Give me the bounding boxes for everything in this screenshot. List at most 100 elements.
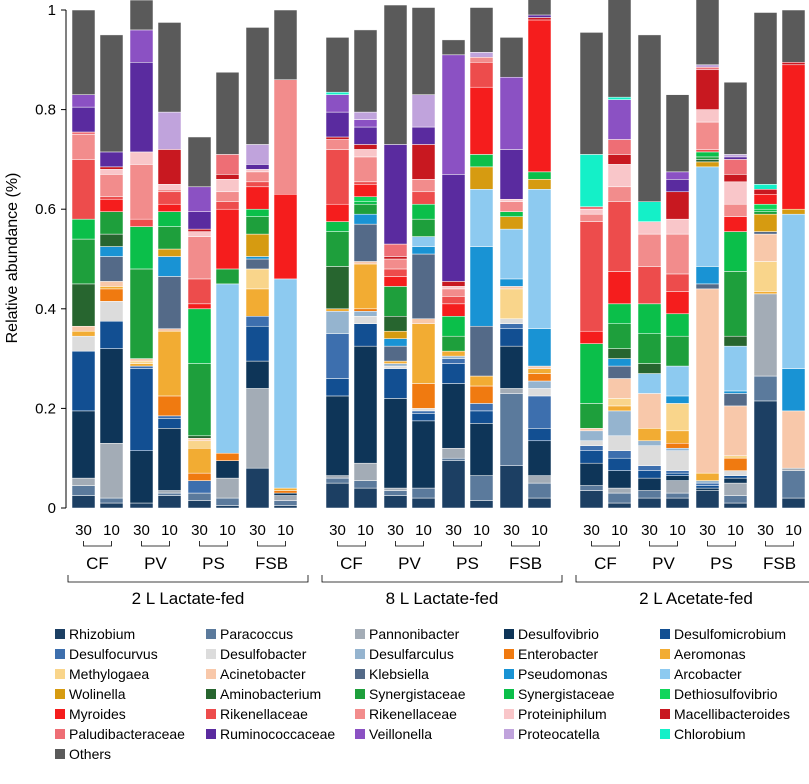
- bar-segment-desulfarculus: [695, 480, 720, 484]
- bar-segment-ruminococcaceae: [187, 211, 212, 230]
- bar-segment-paracoccus: [723, 495, 748, 504]
- x-tick-label: 10: [669, 522, 686, 539]
- bar-segment-others: [441, 39, 466, 56]
- bar-segment-rhizobium: [353, 487, 378, 509]
- bar-segment-pseudomonas: [157, 256, 182, 277]
- bar-segment-rikenellaceae: [637, 233, 662, 267]
- bar-segment-others: [99, 34, 124, 153]
- bar-segment-desulfocurvus: [527, 395, 552, 429]
- subgroup-bracket: [83, 541, 112, 547]
- group-bracket: [67, 575, 309, 583]
- subgroup-label: FSB: [255, 554, 288, 573]
- legend-label: Acinetobacter: [220, 666, 306, 682]
- y-tick-label: 0: [48, 500, 56, 517]
- bar-segment-rhizobium: [781, 497, 806, 509]
- bar-segment-rhizobium: [753, 400, 778, 509]
- bar-segment-macellibacteroides: [607, 154, 632, 165]
- bar-segment-methylogaea: [723, 455, 748, 459]
- bar-segment-acinetobacter: [781, 410, 806, 469]
- bar-segment-ruminococcaceae: [665, 179, 690, 193]
- bar-segment-pseudomonas: [469, 246, 494, 327]
- bar-segment-myroides: [157, 203, 182, 212]
- x-tick-label: 10: [611, 522, 628, 539]
- bar-segment-rikenellaceae: [353, 181, 378, 185]
- bar-segment-myroides: [527, 19, 552, 173]
- bar-segment-aeromonas: [637, 428, 662, 442]
- bar-segment-proteocatella: [695, 64, 720, 68]
- bar-segment-others: [665, 94, 690, 173]
- bar-segment-rikenellaceae: [129, 218, 154, 227]
- bar-segment-rikenellaceae: [245, 181, 270, 188]
- bar-segment-rhizobium: [157, 495, 182, 509]
- bar-segment-paracoccus: [753, 375, 778, 402]
- bar-segment-chlorobium: [579, 154, 604, 207]
- bar-segment-rikenellaceae: [469, 62, 494, 88]
- subgroup-bracket: [199, 541, 228, 547]
- bar-segment-synergistaceae: [607, 303, 632, 324]
- bar-segment-rhizobium: [579, 490, 604, 509]
- bar-segment-synergistaceae: [441, 316, 466, 337]
- bar-segment-others: [579, 32, 604, 155]
- bar-segment-acinetobacter: [411, 318, 436, 324]
- bar-segment-others: [273, 9, 298, 80]
- bar-segment-synergistaceae: [607, 323, 632, 349]
- legend-swatch: [660, 709, 670, 719]
- bar-segment-proteocatella: [723, 154, 748, 158]
- bar-segment-aeromonas: [527, 368, 552, 374]
- bar-segment-myroides: [781, 64, 806, 210]
- bar-segment-desulfomicrobium: [637, 470, 662, 479]
- bar-segment-desulfocurvus: [245, 316, 270, 327]
- legend-label: Myroides: [69, 706, 126, 722]
- bar-segment-veillonella: [353, 119, 378, 128]
- legend-swatch: [355, 629, 365, 639]
- subgroup-label: PS: [202, 554, 225, 573]
- bar-segment-rhizobium: [441, 460, 466, 509]
- bar-segment-aeromonas: [441, 350, 466, 357]
- legend-swatch: [660, 629, 670, 639]
- bar-segment-myroides: [383, 276, 408, 287]
- bar-segment-paludibacteraceae: [215, 154, 240, 175]
- x-tick-label: 30: [329, 522, 346, 539]
- bar-segment-macellibacteroides: [325, 136, 350, 140]
- bar-segment-others: [527, 0, 552, 16]
- x-tick-label: 10: [531, 522, 548, 539]
- bar-segment-rhizobium: [383, 495, 408, 509]
- bar-segment-pannonibacter: [527, 475, 552, 484]
- bar-segment-paracoccus: [71, 485, 96, 496]
- bar-segment-wolinella: [781, 208, 806, 215]
- bar-segment-veillonella: [499, 76, 524, 150]
- bar-segment-aeromonas: [71, 330, 96, 337]
- bar-segment-desulfobacter: [637, 445, 662, 466]
- bar-segment-desulfovibrio: [273, 492, 298, 496]
- bar-segment-arcobacter: [273, 278, 298, 489]
- bar-segment-desulfomicrobium: [723, 475, 748, 479]
- bar-segment-desulfarculus: [607, 410, 632, 437]
- legend-label: Aminobacterium: [220, 686, 321, 702]
- bar-segment-rhizobium: [273, 505, 298, 509]
- bar-segment-macellibacteroides: [723, 174, 748, 183]
- bar-segment-paracoccus: [99, 497, 124, 504]
- legend-label: Desulfarculus: [369, 646, 454, 662]
- bar-segment-desulfomicrobium: [499, 328, 524, 347]
- bar-segment-rhizobium: [187, 500, 212, 509]
- bar-segment-pseudomonas: [99, 246, 124, 257]
- bar-segment-desulfocurvus: [665, 470, 690, 474]
- bar-segment-acinetobacter: [129, 358, 154, 362]
- bar-segment-aeromonas: [129, 363, 154, 367]
- bar-segment-myroides: [441, 303, 466, 317]
- bar-segment-desulfovibrio: [383, 398, 408, 489]
- legend-swatch: [660, 669, 670, 679]
- bar-segment-paracoccus: [637, 490, 662, 499]
- bar-segment-synergistaceae: [527, 171, 552, 180]
- bar-segment-desulfomicrobium: [245, 325, 270, 362]
- legend-swatch: [55, 709, 65, 719]
- bar-segment-synergistaceae: [157, 211, 182, 227]
- bar-segment-pannonibacter: [781, 467, 806, 471]
- bar-segment-desulfocurvus: [325, 333, 350, 379]
- legend-swatch: [504, 689, 514, 699]
- subgroup-bracket: [591, 541, 620, 547]
- legend-label: Synergistaceae: [518, 686, 615, 702]
- bar-segment-rikenellaceae: [157, 191, 182, 205]
- bar-segment-methylogaea: [665, 403, 690, 432]
